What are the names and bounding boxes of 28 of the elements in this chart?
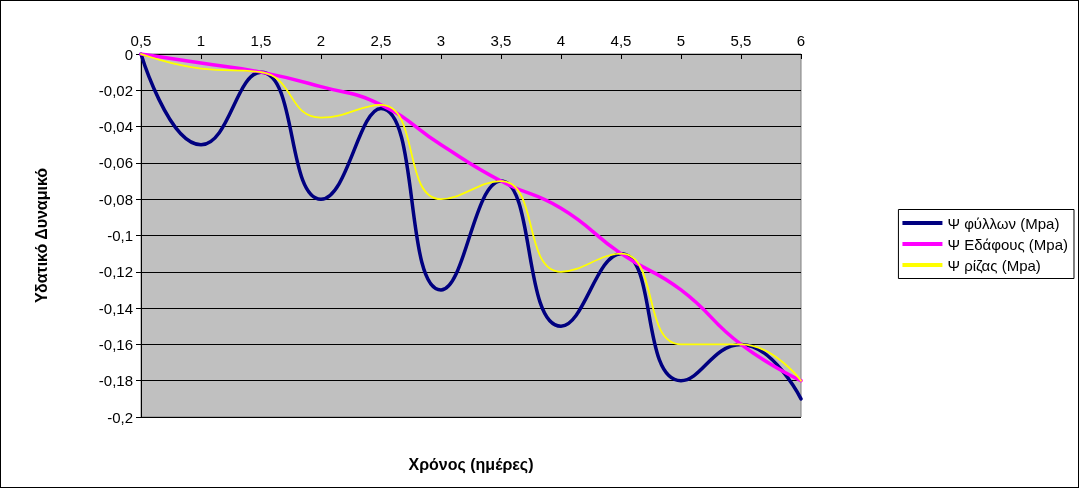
y-tick-label: -0,04 xyxy=(98,118,133,136)
y-tick-label: -0,2 xyxy=(107,408,133,426)
x-tick-label: 0,5 xyxy=(130,32,152,49)
y-tick-label: -0,12 xyxy=(98,263,133,281)
x-tick-label: 2 xyxy=(316,32,326,49)
x-tick-label: 3 xyxy=(436,32,446,49)
legend-label: Ψ ρίζας (Mpa) xyxy=(947,256,1041,274)
y-tick-label: -0,1 xyxy=(107,227,133,244)
y-tick-label: -0,16 xyxy=(98,335,133,353)
x-tick-label: 4,5 xyxy=(610,32,632,49)
x-tick-label: 2,5 xyxy=(370,32,392,49)
y-axis-title: Υδατικό Δυναμικό xyxy=(32,167,50,304)
y-tick-label: -0,14 xyxy=(98,299,133,317)
x-tick-label: 5 xyxy=(676,32,686,49)
legend-label: Ψ φύλλων (Mpa) xyxy=(947,214,1060,232)
x-tick-label: 1 xyxy=(196,32,206,49)
legend-label: Ψ Εδάφους (Mpa) xyxy=(947,235,1069,253)
y-tick-label: -0,06 xyxy=(98,154,133,172)
x-tick-label: 1,5 xyxy=(250,32,272,49)
x-tick-label: 4 xyxy=(556,32,566,49)
y-tick-label: 0 xyxy=(124,45,133,63)
x-tick-label: 6 xyxy=(796,32,806,49)
x-axis-title: Χρόνος (ημέρες) xyxy=(408,455,534,474)
x-tick-label: 3,5 xyxy=(490,32,512,49)
y-tick-label: -0,08 xyxy=(98,190,133,208)
y-tick-label: -0,02 xyxy=(98,81,133,99)
x-tick-label: 5,5 xyxy=(730,32,752,49)
y-tick-label: -0,18 xyxy=(98,372,133,390)
